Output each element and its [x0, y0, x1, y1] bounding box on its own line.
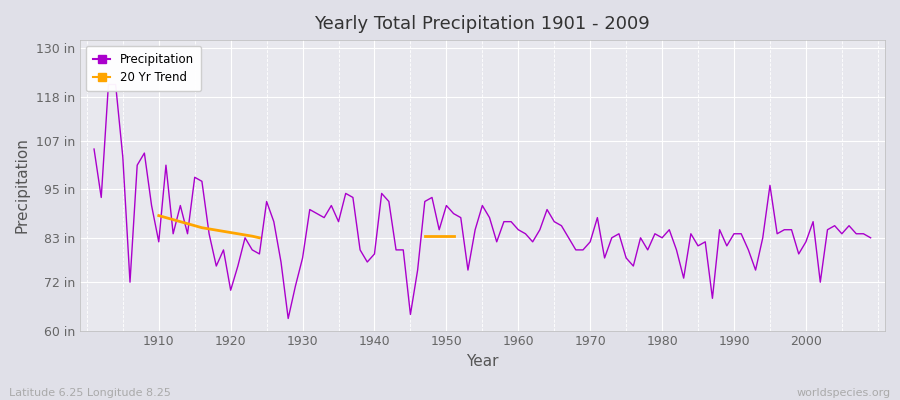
X-axis label: Year: Year [466, 354, 499, 369]
Text: Latitude 6.25 Longitude 8.25: Latitude 6.25 Longitude 8.25 [9, 388, 171, 398]
Legend: Precipitation, 20 Yr Trend: Precipitation, 20 Yr Trend [86, 46, 201, 91]
Title: Yearly Total Precipitation 1901 - 2009: Yearly Total Precipitation 1901 - 2009 [314, 15, 650, 33]
Y-axis label: Precipitation: Precipitation [15, 138, 30, 233]
Text: worldspecies.org: worldspecies.org [796, 388, 891, 398]
